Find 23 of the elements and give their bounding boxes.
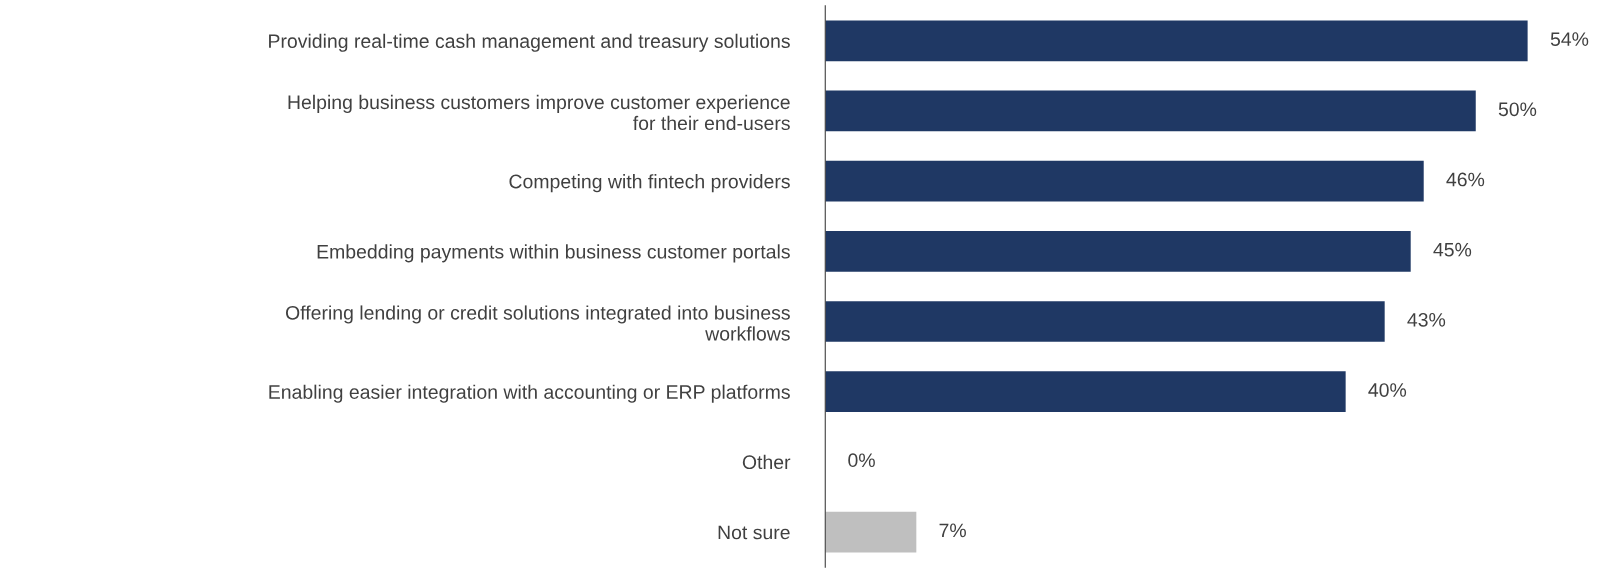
bar — [825, 371, 1346, 413]
bar — [825, 230, 1411, 272]
data-label: 46% — [1446, 172, 1485, 187]
data-label: 43% — [1407, 312, 1446, 327]
y-tick-label: Embedding payments within business customer portals — [317, 244, 790, 263]
y-tick-label: Competing with fintech providers — [509, 174, 790, 193]
y-tick-label: Providing real-time cash management and treasury solutions — [269, 33, 790, 52]
y-tick-label: Not sure — [718, 525, 790, 540]
bar — [825, 511, 917, 553]
bar — [825, 160, 1424, 202]
data-label: 50% — [1498, 102, 1537, 117]
y-tick-label: Other — [742, 454, 791, 470]
data-label: 0% — [848, 453, 875, 468]
data-label: 54% — [1550, 32, 1589, 47]
bar — [825, 301, 1385, 342]
data-label: 7% — [939, 523, 966, 538]
data-label: 40% — [1368, 383, 1407, 397]
y-tick-label: Enabling easier integration with accounting or ERP platforms — [269, 384, 790, 403]
y-tick-label: Offering lending or credit solutions integrated into business workflows — [285, 305, 790, 341]
y-tick-label: Helping business customers improve customer experience for their end-users — [288, 94, 790, 131]
bar — [825, 20, 1528, 62]
bar — [825, 90, 1476, 132]
data-label: 45% — [1433, 242, 1472, 257]
